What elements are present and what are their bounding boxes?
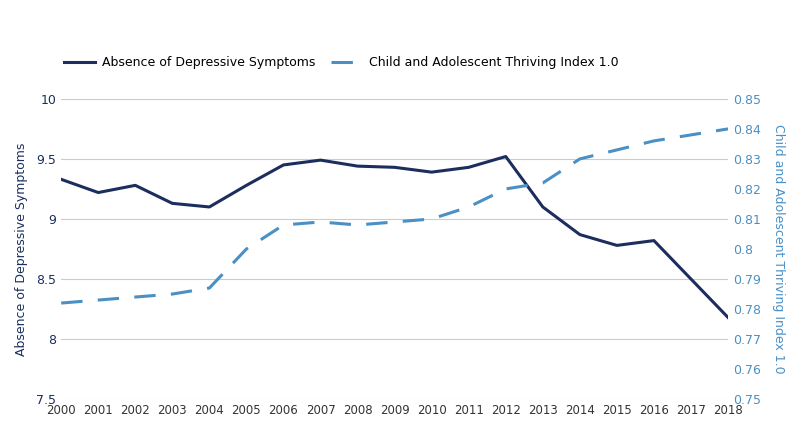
Absence of Depressive Symptoms [575,232,585,237]
Child and Adolescent Thriving Index 1.0 [464,204,474,210]
Child and Adolescent Thriving Index 1.0 [575,156,585,162]
Child and Adolescent Thriving Index 1.0 [501,186,510,191]
Legend: Absence of Depressive Symptoms, Child and Adolescent Thriving Index 1.0: Absence of Depressive Symptoms, Child an… [58,51,624,74]
Child and Adolescent Thriving Index 1.0 [278,222,288,228]
Absence of Depressive Symptoms [242,183,251,188]
Absence of Depressive Symptoms [56,177,66,182]
Line: Absence of Depressive Symptoms: Absence of Depressive Symptoms [61,156,728,318]
Child and Adolescent Thriving Index 1.0 [316,219,326,225]
Child and Adolescent Thriving Index 1.0 [167,292,177,297]
Absence of Depressive Symptoms [686,276,696,282]
Child and Adolescent Thriving Index 1.0 [353,222,362,228]
Y-axis label: Child and Adolescent Thriving Index 1.0: Child and Adolescent Thriving Index 1.0 [772,124,785,374]
Child and Adolescent Thriving Index 1.0 [612,147,622,152]
Absence of Depressive Symptoms [427,169,437,175]
Child and Adolescent Thriving Index 1.0 [390,219,399,225]
Absence of Depressive Symptoms [723,315,733,320]
Y-axis label: Absence of Depressive Symptoms: Absence of Depressive Symptoms [15,142,28,356]
Absence of Depressive Symptoms [353,164,362,169]
Absence of Depressive Symptoms [316,158,326,163]
Child and Adolescent Thriving Index 1.0 [205,286,214,291]
Child and Adolescent Thriving Index 1.0 [649,138,658,143]
Absence of Depressive Symptoms [464,165,474,170]
Absence of Depressive Symptoms [501,154,510,159]
Child and Adolescent Thriving Index 1.0 [723,126,733,131]
Absence of Depressive Symptoms [167,201,177,206]
Absence of Depressive Symptoms [94,190,103,195]
Child and Adolescent Thriving Index 1.0 [56,301,66,306]
Child and Adolescent Thriving Index 1.0 [94,298,103,303]
Child and Adolescent Thriving Index 1.0 [130,295,140,300]
Absence of Depressive Symptoms [612,243,622,248]
Child and Adolescent Thriving Index 1.0 [427,216,437,222]
Absence of Depressive Symptoms [130,183,140,188]
Line: Child and Adolescent Thriving Index 1.0: Child and Adolescent Thriving Index 1.0 [61,129,728,303]
Absence of Depressive Symptoms [390,165,399,170]
Absence of Depressive Symptoms [205,204,214,210]
Absence of Depressive Symptoms [278,162,288,168]
Child and Adolescent Thriving Index 1.0 [242,246,251,251]
Absence of Depressive Symptoms [649,238,658,243]
Child and Adolescent Thriving Index 1.0 [538,180,547,185]
Absence of Depressive Symptoms [538,204,547,210]
Child and Adolescent Thriving Index 1.0 [686,132,696,137]
